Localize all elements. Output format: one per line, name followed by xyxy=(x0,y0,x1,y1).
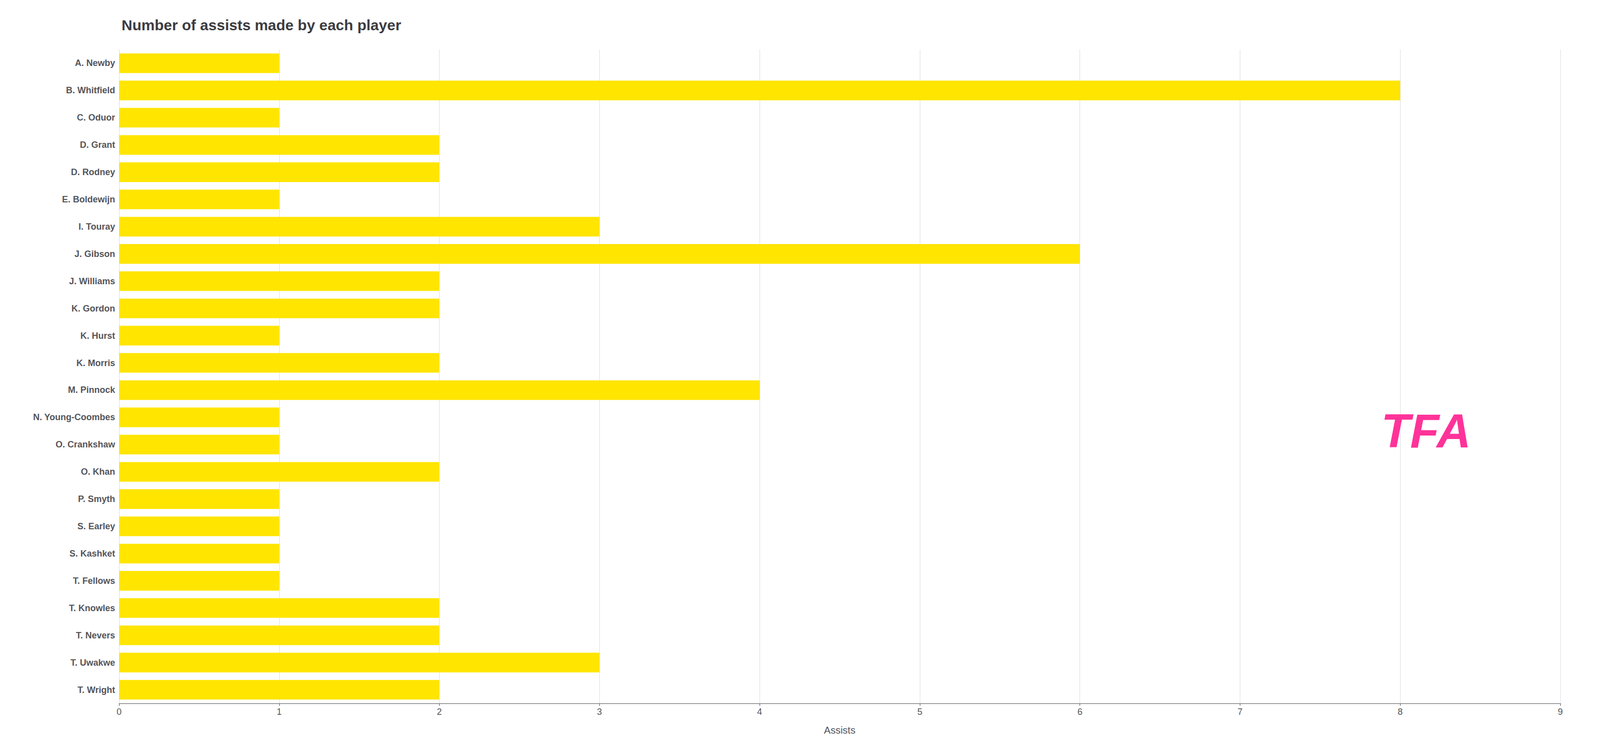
svg-text:T. Fellows: T. Fellows xyxy=(72,576,116,586)
svg-text:S. Earley: S. Earley xyxy=(77,521,116,532)
svg-text:K. Hurst: K. Hurst xyxy=(80,330,116,341)
svg-text:K. Morris: K. Morris xyxy=(76,358,116,369)
svg-text:8: 8 xyxy=(1397,706,1403,717)
svg-text:4: 4 xyxy=(757,706,763,717)
svg-text:D. Rodney: D. Rodney xyxy=(70,167,116,178)
svg-text:J. Gibson: J. Gibson xyxy=(74,249,116,259)
svg-text:3: 3 xyxy=(596,706,602,717)
svg-text:6: 6 xyxy=(1077,706,1083,717)
svg-text:1: 1 xyxy=(276,706,282,717)
svg-text:Assists: Assists xyxy=(824,724,856,736)
svg-text:K. Gordon: K. Gordon xyxy=(71,303,116,314)
svg-text:O. Crankshaw: O. Crankshaw xyxy=(55,439,116,450)
svg-text:T. Knowles: T. Knowles xyxy=(68,603,116,614)
svg-text:M. Pinnock: M. Pinnock xyxy=(67,384,116,395)
svg-text:7: 7 xyxy=(1237,706,1243,717)
svg-text:I. Touray: I. Touray xyxy=(78,221,116,232)
svg-text:T. Nevers: T. Nevers xyxy=(75,630,116,641)
svg-text:2: 2 xyxy=(437,706,443,717)
svg-text:TFA: TFA xyxy=(1381,404,1472,458)
svg-text:E. Boldewijn: E. Boldewijn xyxy=(62,194,116,205)
svg-text:D. Grant: D. Grant xyxy=(79,139,116,150)
svg-text:Number of assists made by each: Number of assists made by each player xyxy=(121,16,402,34)
svg-text:O. Khan: O. Khan xyxy=(80,466,116,477)
svg-text:S. Kashket: S. Kashket xyxy=(69,548,116,559)
svg-text:N. Young-Coombes: N. Young-Coombes xyxy=(33,412,116,423)
svg-text:A. Newby: A. Newby xyxy=(74,58,116,68)
svg-text:T. Uwakwe: T. Uwakwe xyxy=(70,657,116,668)
svg-text:P. Smyth: P. Smyth xyxy=(77,494,116,505)
svg-text:T. Wright: T. Wright xyxy=(77,685,116,696)
svg-text:0: 0 xyxy=(116,706,122,717)
svg-text:5: 5 xyxy=(917,706,923,717)
svg-text:9: 9 xyxy=(1557,706,1563,717)
svg-text:C. Oduor: C. Oduor xyxy=(76,112,116,123)
svg-text:J. Williams: J. Williams xyxy=(68,276,116,287)
svg-text:B. Whitfield: B. Whitfield xyxy=(65,85,116,96)
